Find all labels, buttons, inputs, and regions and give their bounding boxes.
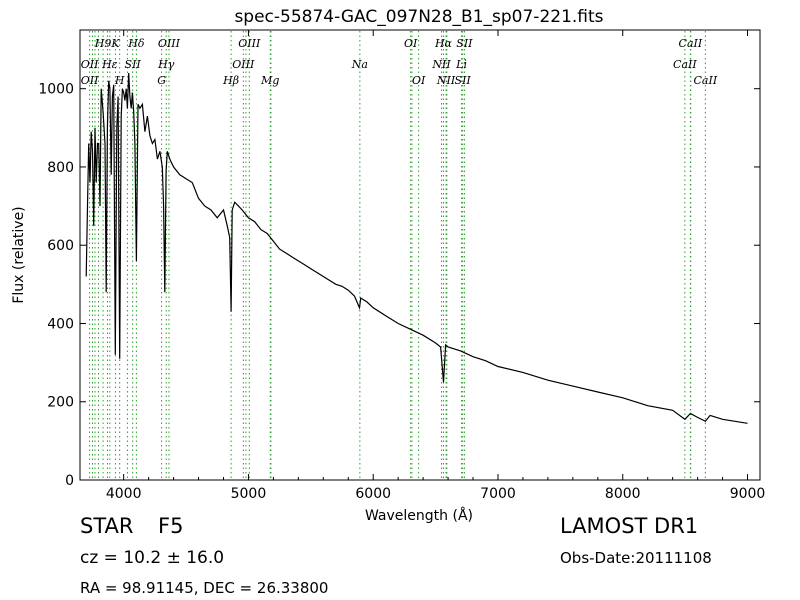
y-tick-label: 1000 [38, 82, 74, 98]
spectral-line-label: Lì [455, 58, 467, 71]
x-tick-label: 9000 [730, 486, 766, 502]
object-subclass: F5 [158, 514, 184, 538]
spectral-line-label: Hγ [157, 58, 175, 71]
spectral-line-label: G [157, 74, 166, 87]
spectrum-series-line [85, 72, 748, 424]
y-axis-ticks: 0 200 400 600 800 1000 [38, 82, 760, 489]
spectral-line-label: Hε [101, 58, 118, 71]
y-tick-label: 600 [47, 238, 74, 254]
y-axis-label: Flux (relative) [11, 206, 27, 303]
spectral-line-label: OIII [232, 58, 255, 71]
spectral-line-label: CaII [673, 58, 697, 71]
spectral-line-label: SII [456, 37, 473, 50]
spectral-line-label: Hβ [222, 74, 239, 87]
x-tick-label: 6000 [355, 486, 391, 502]
spectral-line-label: SII [125, 58, 142, 71]
x-tick-label: 8000 [605, 486, 641, 502]
coordinates-readout: RA = 98.91145, DEC = 26.33800 [80, 579, 329, 597]
spectral-line-label: OII [81, 74, 99, 87]
spectral-line-label: Hα [434, 37, 453, 50]
spectral-line-label: OIII [238, 37, 261, 50]
spectral-line-label: Hδ [127, 37, 145, 50]
x-axis-ticks: 4000 5000 6000 7000 8000 9000 [106, 30, 765, 502]
spectral-line-label: H9 [94, 37, 112, 50]
spectral-line-markers [89, 31, 706, 479]
y-tick-label: 400 [47, 316, 74, 332]
spectral-line-label: H [114, 74, 125, 87]
spectral-line-label: Mg [260, 74, 279, 87]
spectral-line-label: CaII [694, 74, 718, 87]
spectral-line-label: NII [436, 74, 456, 87]
spectral-line-label: OIII [158, 37, 181, 50]
spectral-line-label: CaII [679, 37, 703, 50]
spectral-line-label: SII [455, 74, 472, 87]
survey-name: LAMOST DR1 [560, 514, 699, 538]
plot-frame [79, 29, 761, 481]
x-axis-label: Wavelength (Å) [365, 507, 473, 524]
spectral-line-label: OI [404, 37, 418, 50]
spectral-line-label: OI [412, 74, 426, 87]
y-tick-label: 200 [47, 395, 74, 411]
spectral-line-label: K [110, 37, 120, 50]
y-tick-label: 800 [47, 160, 74, 176]
spectral-line-label: Na [351, 58, 368, 71]
y-tick-label: 0 [65, 473, 74, 489]
x-tick-label: 7000 [480, 486, 516, 502]
spectral-line-label: OII [81, 58, 99, 71]
object-class: STAR [80, 514, 134, 538]
spectral-line-label: NII [431, 58, 451, 71]
x-tick-label: 5000 [231, 486, 267, 502]
redshift-readout: cz = 10.2 ± 16.0 [80, 548, 225, 568]
chart-title: spec-55874-GAC_097N28_B1_sp07-221.fits [234, 7, 603, 27]
x-tick-label: 4000 [106, 486, 142, 502]
observation-date: Obs-Date:20111108 [560, 549, 712, 567]
